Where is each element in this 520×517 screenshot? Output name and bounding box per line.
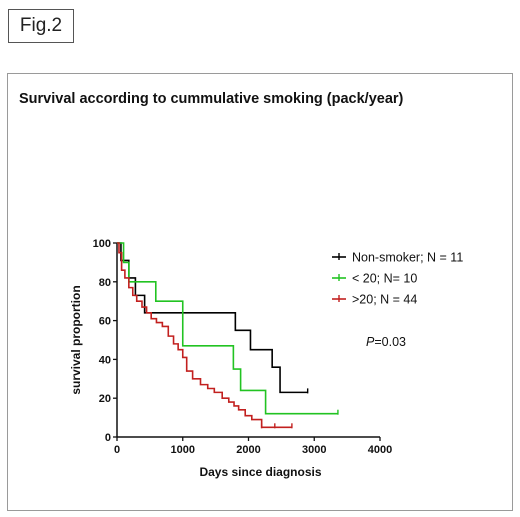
legend-label-1: Non-smoker; N = 11 (352, 251, 463, 265)
series-line-3 (117, 242, 292, 429)
y-tick-label: 40 (99, 354, 111, 366)
series-line-2 (117, 242, 338, 415)
p-value-italic: P (366, 335, 375, 349)
p-value-annotation: P=0.03 (366, 335, 406, 349)
x-tick-label: 0 (114, 444, 120, 456)
x-tick-label: 1000 (171, 444, 195, 456)
x-tick-label: 2000 (236, 444, 260, 456)
y-tick-label: 0 (105, 432, 111, 444)
legend-label-2: < 20; N= 10 (352, 272, 417, 286)
figure-label: Fig.2 (8, 9, 74, 43)
p-value-rest: =0.03 (374, 335, 406, 349)
chart-title: Survival according to cummulative smokin… (19, 91, 404, 107)
x-axis-title: Days since diagnosis (199, 465, 321, 479)
chart-panel (7, 73, 513, 511)
x-tick-label: 3000 (302, 444, 326, 456)
series-layer (117, 242, 339, 429)
x-tick-label: 4000 (368, 444, 392, 456)
series-line-1 (117, 242, 308, 394)
y-tick-label: 60 (99, 316, 111, 328)
y-axis-title: survival proportion (69, 285, 83, 394)
legend: Non-smoker; N = 11 < 20; N= 10 >20; N = 44 (332, 251, 463, 307)
y-tick-label: 80 (99, 277, 111, 289)
y-tick-label: 100 (93, 238, 111, 250)
y-tick-label: 20 (99, 393, 111, 405)
legend-label-3: >20; N = 44 (352, 293, 417, 307)
